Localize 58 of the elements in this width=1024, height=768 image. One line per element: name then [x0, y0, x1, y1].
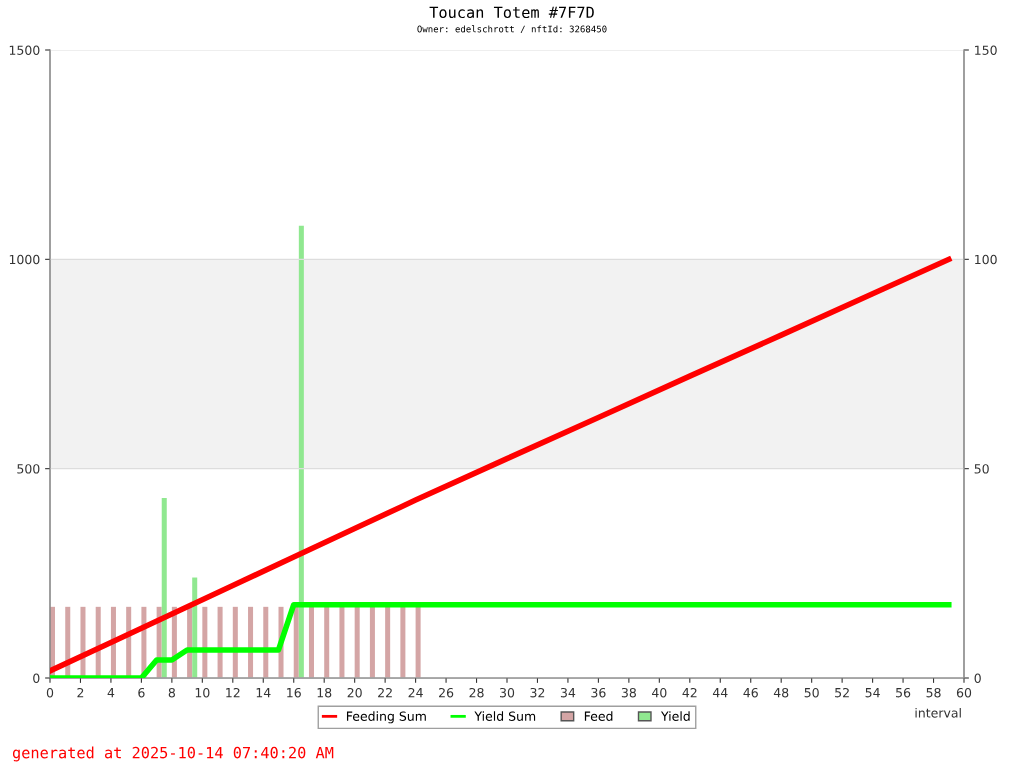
y-tick-label: 500 — [17, 464, 40, 474]
bar — [354, 606, 360, 678]
y2-tick-label: 0 — [974, 673, 981, 683]
y2-tick-label: 50 — [974, 464, 989, 474]
x-tick-label: 42 — [682, 687, 697, 698]
x-tick-label: 0 — [46, 687, 54, 698]
x-tick-label: 26 — [439, 687, 454, 698]
x-tick-label: 24 — [408, 687, 423, 698]
bar — [293, 606, 299, 678]
legend-label: Feed — [584, 711, 613, 721]
x-tick-label: 20 — [347, 687, 362, 698]
x-tick-label: 2 — [77, 687, 84, 698]
y2-tick-label: 100 — [975, 254, 997, 265]
x-tick-label: 52 — [835, 687, 849, 698]
y-tick-label: 0 — [33, 673, 40, 683]
chart-title: Toucan Totem #7F7D — [429, 6, 594, 19]
legend-label: Feeding Sum — [346, 711, 426, 724]
x-axis-title: interval — [915, 707, 961, 718]
bar — [339, 606, 345, 678]
x-tick-label: 32 — [530, 687, 545, 698]
bar — [161, 497, 167, 678]
bar — [308, 606, 314, 678]
bar — [415, 606, 421, 678]
x-tick-label: 8 — [168, 687, 175, 698]
legend-label: Yield Sum — [474, 711, 536, 721]
text: generated at 2025-10-14 07:40:20 AM — [12, 746, 334, 762]
bar — [324, 606, 330, 678]
x-tick-label: 48 — [773, 687, 789, 698]
x-tick-label: 16 — [287, 687, 301, 698]
x-tick-label: 60 — [956, 687, 972, 698]
x-tick-label: 44 — [712, 688, 728, 698]
x-tick-label: 54 — [865, 688, 880, 698]
x-tick-label: 30 — [500, 687, 515, 698]
y-tick-label: 1500 — [9, 45, 40, 55]
bar — [298, 225, 304, 678]
x-tick-label: 12 — [226, 687, 240, 698]
y2-tick-label: 150 — [975, 45, 997, 55]
y-tick-label: 1000 — [9, 254, 40, 265]
x-tick-label: 58 — [926, 687, 941, 698]
x-tick-label: 36 — [591, 687, 606, 698]
x-tick-label: 56 — [896, 687, 911, 698]
bar — [385, 606, 391, 678]
x-tick-label: 14 — [256, 688, 271, 698]
x-tick-label: 34 — [560, 687, 576, 698]
x-tick-label: 46 — [743, 687, 758, 698]
bar — [369, 606, 375, 678]
x-tick-label: 38 — [621, 687, 636, 698]
x-tick-label: 10 — [195, 687, 210, 698]
x-tick-label: 4 — [107, 688, 115, 698]
x-tick-label: 6 — [138, 687, 145, 698]
bar — [400, 606, 406, 678]
legend-label: Yield — [660, 711, 690, 721]
x-tick-label: 28 — [469, 687, 484, 698]
x-tick-label: 22 — [378, 687, 392, 698]
x-tick-label: 40 — [651, 687, 667, 698]
x-tick-label: 50 — [804, 687, 819, 698]
chart-subtitle: Owner: edelschrott / nftId: 3268450 — [417, 25, 607, 34]
x-tick-label: 18 — [317, 687, 332, 698]
